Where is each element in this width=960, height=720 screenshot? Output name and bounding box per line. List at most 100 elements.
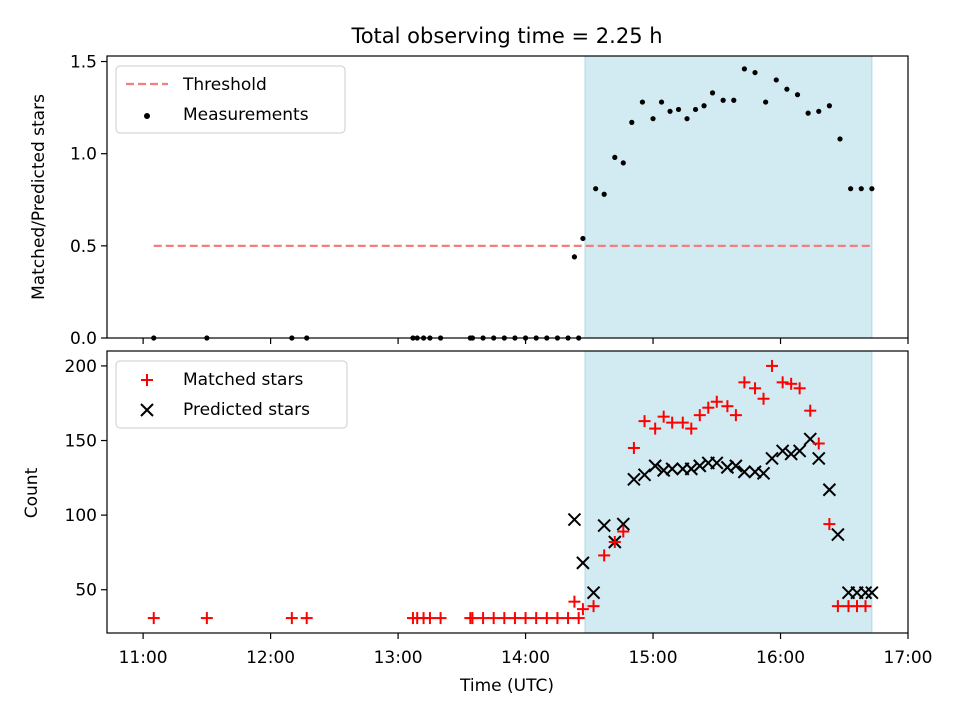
matched-star-point: [498, 612, 511, 625]
predicted-star-point: [627, 472, 641, 487]
measurement-point: [720, 97, 726, 103]
predicted-star-point: [756, 466, 771, 481]
predicted-star-point: [865, 586, 879, 600]
measurement-point: [684, 116, 690, 122]
measurement-point: [620, 160, 626, 166]
measurement-point: [629, 119, 635, 125]
measurement-point: [658, 99, 665, 105]
top-ylabel: Matched/Predicted stars: [29, 94, 49, 300]
predicted-star-point: [831, 527, 845, 542]
matched-star-point: [487, 612, 500, 625]
predicted-star-point: [710, 456, 724, 470]
measurement-point: [612, 154, 618, 160]
top-y-tick-label: 0.5: [70, 237, 97, 257]
bottom-legend: Matched stars Predicted stars: [115, 360, 348, 429]
bottom-shaded-region: [584, 350, 873, 634]
matched-star-point: [587, 600, 600, 613]
matched-star-point: [776, 376, 789, 389]
predicted-star-point: [729, 459, 743, 473]
top-shaded-region: [584, 55, 873, 339]
measurement-point: [784, 86, 790, 92]
matched-star-point: [551, 612, 564, 625]
matched-star-point: [710, 395, 723, 408]
measurement-point: [692, 106, 699, 113]
predicted-star-point: [567, 512, 582, 527]
top-legend-box: [115, 65, 346, 134]
matched-star-point: [666, 416, 679, 429]
measurement-point: [763, 99, 769, 105]
measurement-point: [639, 99, 646, 105]
matched-star-point: [576, 603, 589, 616]
measurement-point: [805, 110, 811, 116]
matched-star-point: [285, 612, 298, 625]
top-axes-frame: [106, 55, 909, 339]
measurement-point: [858, 186, 864, 192]
top-legend: Threshold Measurements: [115, 65, 346, 134]
bottom-y-tick-label: 100: [65, 506, 97, 526]
matched-star-point: [519, 612, 532, 625]
measurement-point: [701, 103, 707, 109]
measurement-point: [667, 108, 673, 114]
matched-star-point: [676, 416, 689, 429]
measurement-point: [580, 235, 586, 242]
predicted-star-point: [616, 517, 631, 531]
matched-star-point: [572, 612, 585, 625]
measurement-point: [741, 66, 748, 72]
bottom-y-tick-label: 200: [65, 357, 97, 377]
matched-star-point: [793, 382, 806, 395]
matched-star-point: [823, 518, 836, 531]
measurement-point: [601, 191, 607, 197]
matched-star-point: [466, 612, 479, 625]
predicted-star-point: [665, 462, 679, 476]
matched-star-point: [729, 409, 742, 422]
measurement-point: [675, 106, 682, 113]
top-x-ticks: [142, 338, 909, 344]
matched-star-point: [785, 377, 798, 390]
predicted-star-point: [858, 586, 873, 600]
measurement-point: [731, 97, 737, 103]
matched-star-point: [721, 400, 734, 413]
matched-star-point: [702, 401, 715, 414]
predicted-star-point: [693, 459, 707, 473]
bottom-xlabel: Time (UTC): [459, 676, 554, 696]
matched-star-point: [477, 612, 490, 625]
top-y-tick-label: 1.0: [70, 145, 97, 165]
predicted-star-point: [765, 451, 779, 466]
matched-star-point: [649, 422, 662, 435]
matched-star-point: [608, 535, 621, 548]
legend-matched-swatch: [141, 374, 153, 386]
matched-star-point: [540, 612, 553, 625]
matched-star-point: [693, 409, 706, 422]
measurement-point: [593, 186, 599, 192]
measurement-point: [752, 69, 758, 76]
measurement-point: [837, 136, 843, 142]
measurement-point: [816, 108, 822, 114]
bottom-axes-frame: [106, 350, 909, 634]
predicted-stars-points: [567, 432, 879, 600]
legend-threshold-label: Threshold: [182, 75, 267, 95]
matched-star-point: [147, 612, 160, 625]
measurement-point: [650, 116, 656, 122]
predicted-star-point: [775, 444, 790, 458]
bottom-y-ticks: 50 100 150 200: [65, 357, 107, 601]
bottom-y-tick-label: 50: [75, 581, 97, 601]
measurement-point: [773, 77, 779, 83]
predicted-star-point: [637, 468, 652, 482]
bottom-x-tick-label: 13:00: [374, 648, 423, 668]
predicted-star-point: [648, 459, 662, 473]
matched-star-point: [423, 612, 436, 625]
measurement-point: [571, 254, 578, 260]
matched-star-point: [568, 595, 581, 608]
bottom-x-tick-label: 17:00: [884, 648, 933, 668]
legend-predicted-label: Predicted stars: [183, 400, 310, 420]
bottom-x-tick-label: 14:00: [501, 648, 550, 668]
matched-star-point: [562, 612, 575, 625]
predicted-star-point: [792, 444, 807, 458]
matched-star-point: [627, 441, 640, 454]
measurement-point: [826, 103, 832, 109]
matched-star-point: [859, 600, 872, 613]
matched-star-point: [812, 437, 825, 450]
measurement-point: [848, 186, 854, 192]
predicted-star-point: [812, 451, 826, 466]
